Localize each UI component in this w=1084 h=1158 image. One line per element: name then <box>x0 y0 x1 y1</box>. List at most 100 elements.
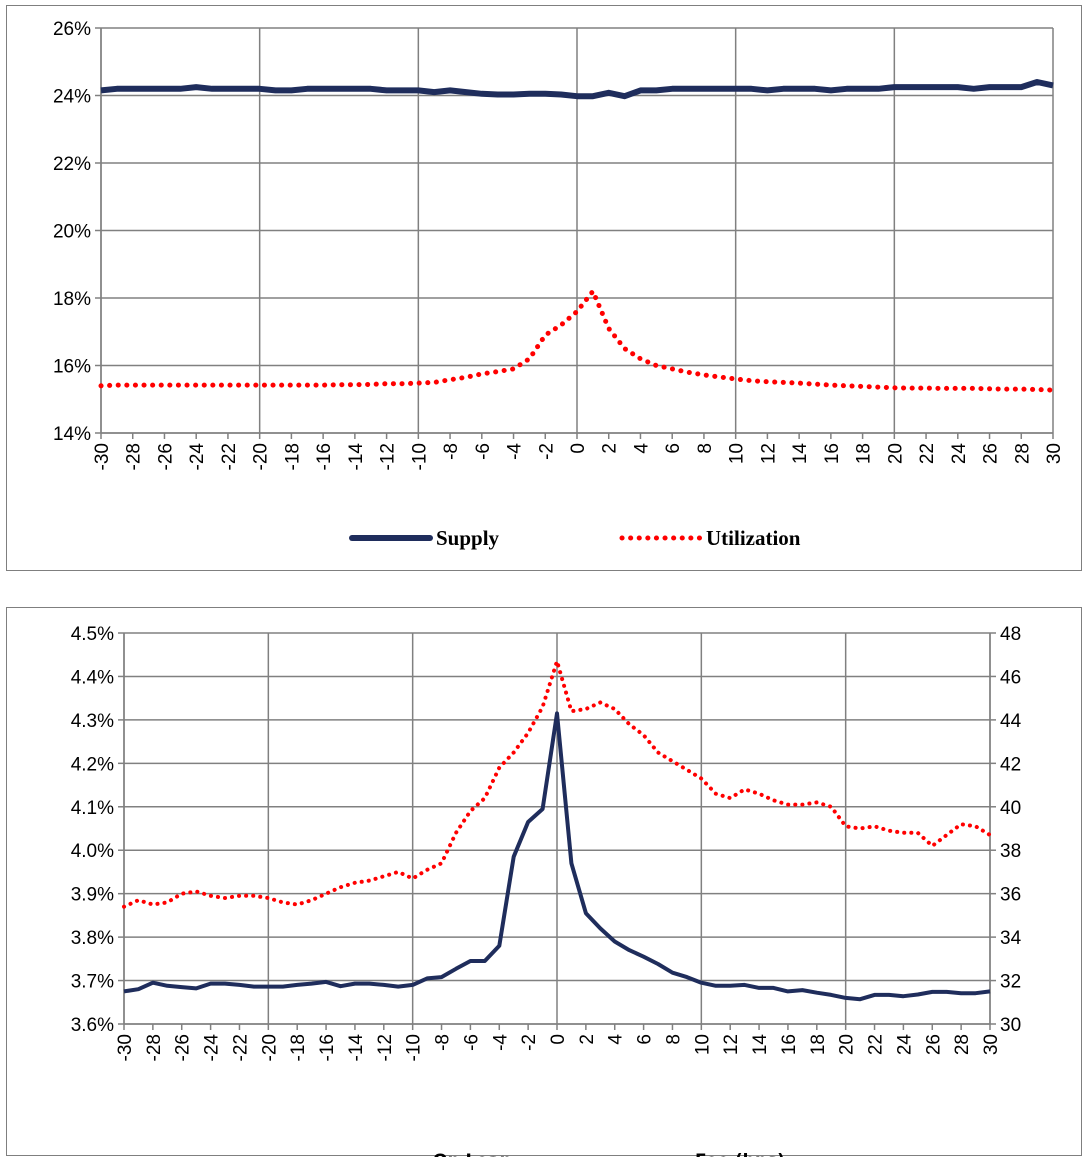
series-line-supply <box>100 79 1054 100</box>
legend-label: Fee (bps) <box>695 1151 785 1157</box>
series-line-on-loan <box>123 711 991 1002</box>
x-tick-label: 8 <box>663 1034 684 1045</box>
x-tick-label: -18 <box>288 1034 309 1061</box>
x-tick-label: -10 <box>409 443 430 470</box>
y-tick-label: 4.3% <box>71 711 114 732</box>
y-tick-label: 3.9% <box>71 885 114 906</box>
y2-tick-label: 32 <box>1000 972 1021 993</box>
y2-tick-label: 30 <box>1000 1015 1021 1036</box>
x-tick-label: 12 <box>758 443 779 464</box>
x-tick-label: 14 <box>790 443 811 465</box>
y-tick-label: 26% <box>53 19 91 40</box>
y2-tick-label: 46 <box>1000 667 1021 688</box>
x-tick-label: -24 <box>187 443 208 471</box>
x-tick-label: -12 <box>375 1034 396 1061</box>
x-tick-label: 4 <box>606 1034 627 1045</box>
x-tick-label: -18 <box>282 443 303 470</box>
y-tick-label: 3.7% <box>71 972 114 993</box>
x-tick-label: -12 <box>378 443 399 470</box>
x-tick-label: -6 <box>461 1034 482 1051</box>
y-tick-label: 20% <box>53 222 91 243</box>
x-tick-label: 12 <box>721 1034 742 1055</box>
x-tick-label: -4 <box>505 443 526 460</box>
x-tick-label: -28 <box>124 443 145 470</box>
y-tick-label: 4.1% <box>71 798 114 819</box>
x-tick-label: 6 <box>663 443 684 454</box>
y-tick-label: 22% <box>53 154 91 175</box>
y-tick-label: 3.6% <box>71 1015 114 1036</box>
x-tick-label: -2 <box>519 1034 540 1051</box>
series-line-utilization <box>98 288 1056 393</box>
x-tick-label: 20 <box>885 443 906 464</box>
x-tick-label: 30 <box>1044 443 1065 464</box>
y2-tick-label: 42 <box>1000 754 1021 775</box>
supply-utilization-chart: 14% 16% 18% 20% 22% 24% 26% -30 -28 -26 -24 -22 -20-… <box>6 5 1082 571</box>
x-tick-label: 30 <box>981 1034 1002 1055</box>
x-tick-label: 10 <box>692 1034 713 1055</box>
legend-label: On Loan <box>433 1151 512 1157</box>
y2-tick-label: 44 <box>1000 711 1022 732</box>
y-tick-label: 4.0% <box>71 841 114 862</box>
onloan-fee-chart: 3.6% 3.7% 3.8% 3.9% 4.0% 4.1% 4.2% 4.3% 4.4% 4.5%… <box>6 607 1082 1157</box>
x-tick-label: 14 <box>750 1034 771 1056</box>
x-tick-label: -30 <box>92 443 113 470</box>
legend-label: Utilization <box>706 526 801 550</box>
x-tick-label: 16 <box>779 1034 800 1055</box>
x-tick-label: -8 <box>441 443 462 460</box>
x-tick-label: -28 <box>144 1034 165 1061</box>
x-tick-label: 20 <box>837 1034 858 1055</box>
x-tick-label: -20 <box>259 1034 280 1061</box>
x-tick-label: -14 <box>346 443 367 471</box>
x-tick-label: 24 <box>949 443 970 465</box>
x-tick-label: 24 <box>894 1034 915 1056</box>
x-tick-label: -26 <box>173 1034 194 1061</box>
x-tick-label: -16 <box>314 443 335 470</box>
y2-tick-label: 40 <box>1000 798 1021 819</box>
x-tick-label: -6 <box>473 443 494 460</box>
x-tick-label: -2 <box>536 443 557 460</box>
x-tick-label: 10 <box>727 443 748 464</box>
y2-tick-label: 36 <box>1000 885 1021 906</box>
x-tick-label: 28 <box>952 1034 973 1055</box>
y2-tick-label: 48 <box>1000 624 1021 645</box>
x-tick-label: -4 <box>490 1034 511 1051</box>
x-tick-label: 22 <box>866 1034 887 1055</box>
supply-utilization-svg: 14%16%18%20%22%24%26%-30 -28 -26 -24 -22 -20-… <box>53 19 1065 550</box>
y-tick-label: 18% <box>53 289 91 310</box>
x-tick-label: -30 <box>115 1034 136 1061</box>
x-tick-label: 8 <box>695 443 716 454</box>
x-tick-label: -8 <box>433 1034 454 1051</box>
x-tick-label: 26 <box>923 1034 944 1055</box>
y-tick-label: 14% <box>53 424 91 445</box>
series-line-fee-bps <box>122 659 992 909</box>
x-tick-label: -16 <box>317 1034 338 1061</box>
x-tick-label: -14 <box>346 1034 367 1062</box>
y-tick-label: 4.4% <box>71 667 114 688</box>
y-tick-label: 4.2% <box>71 754 114 775</box>
x-tick-label: 28 <box>1012 443 1033 464</box>
y-tick-label: 4.5% <box>71 624 114 645</box>
y-tick-label: 24% <box>53 87 91 108</box>
x-tick-label: -22 <box>230 1034 251 1061</box>
x-tick-label: -10 <box>404 1034 425 1061</box>
x-tick-label: 22 <box>917 443 938 464</box>
x-tick-label: 18 <box>808 1034 829 1055</box>
onloan-fee-svg: 3.6% 3.7% 3.8% 3.9% 4.0% 4.1% 4.2% 4.3% 4.4% 4.5%… <box>71 624 1022 1157</box>
y2-tick-label: 34 <box>1000 928 1022 949</box>
y2-tick-label: 38 <box>1000 841 1021 862</box>
x-tick-label: -20 <box>251 443 272 470</box>
x-tick-label: 6 <box>635 1034 656 1045</box>
x-tick-label: -22 <box>219 443 240 470</box>
x-tick-label: 26 <box>981 443 1002 464</box>
legend-label: Supply <box>436 526 500 550</box>
x-tick-label: 16 <box>822 443 843 464</box>
y-tick-label: 16% <box>53 357 91 378</box>
y-tick-label: 3.8% <box>71 928 114 949</box>
x-tick-label: -24 <box>202 1034 223 1062</box>
x-tick-label: 4 <box>631 443 652 454</box>
x-tick-label: -26 <box>155 443 176 470</box>
x-tick-label: 2 <box>577 1034 598 1045</box>
x-tick-label: 0 <box>568 443 589 454</box>
x-tick-label: 0 <box>548 1034 569 1045</box>
x-tick-label: 18 <box>854 443 875 464</box>
